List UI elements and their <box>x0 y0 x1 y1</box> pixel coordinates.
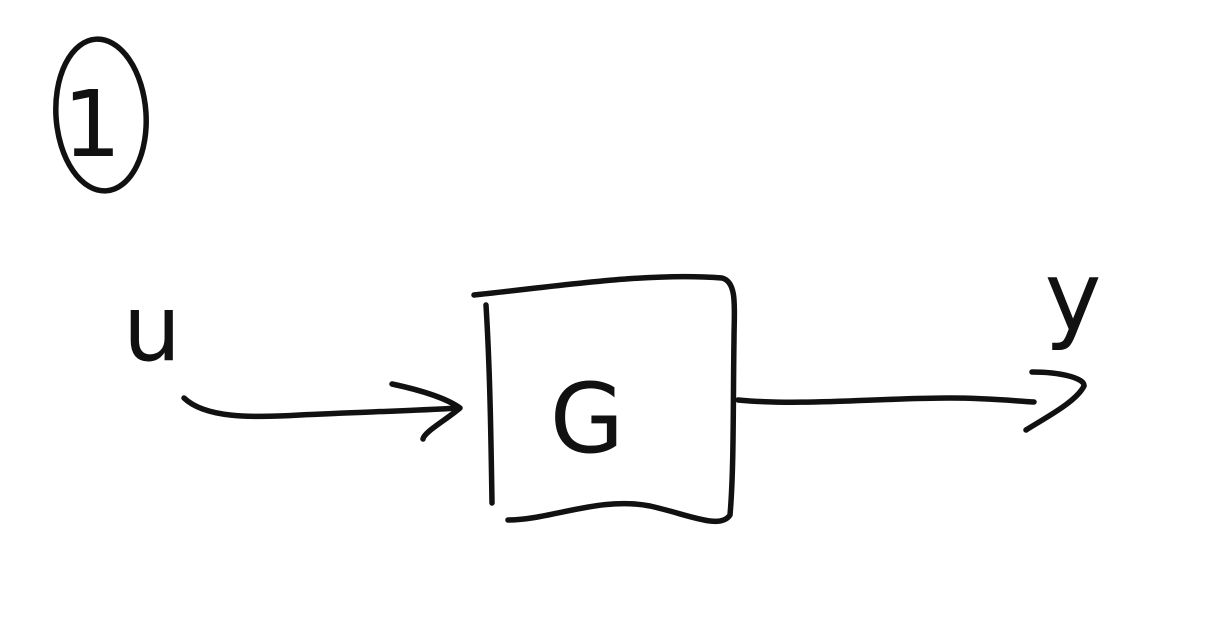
input-arrow <box>181 381 463 442</box>
step-marker-number: 1 <box>63 71 122 178</box>
input-arrow-head <box>389 381 463 442</box>
output-arrow-head <box>1023 369 1087 433</box>
step-marker-circle <box>53 36 149 194</box>
block-g-box <box>471 273 738 525</box>
input-arrow-shaft <box>181 395 461 420</box>
input-signal-label: u <box>123 275 181 382</box>
block-g-label: G <box>550 363 624 475</box>
output-arrow <box>735 369 1087 433</box>
output-arrow-shaft <box>735 395 1037 405</box>
output-signal-label: y <box>1045 241 1102 353</box>
block-g-left-edge <box>483 302 495 506</box>
block-g: G <box>471 273 738 525</box>
step-marker: 1 <box>53 36 149 194</box>
